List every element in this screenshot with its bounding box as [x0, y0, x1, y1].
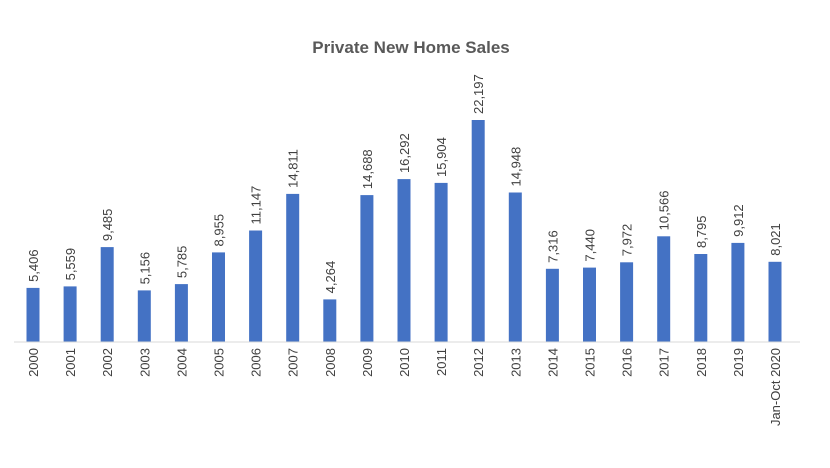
bar-2017	[657, 236, 671, 342]
data-label: 14,811	[286, 149, 301, 188]
data-label: 5,406	[26, 249, 41, 282]
bar-2018	[694, 254, 708, 342]
data-label: 4,264	[323, 261, 338, 294]
x-tick-label: 2011	[434, 348, 449, 376]
bar-2011	[434, 182, 448, 342]
bar-2007	[286, 193, 300, 342]
x-tick-label: 2019	[731, 348, 746, 377]
data-label: 14,688	[360, 149, 375, 189]
x-tick-label: 2007	[286, 348, 301, 377]
bars-group	[26, 120, 782, 342]
data-label: 9,485	[100, 209, 115, 242]
data-label: 10,566	[657, 191, 672, 231]
bar-2012	[471, 120, 485, 342]
bar-2014	[545, 268, 559, 342]
x-tick-label: 2010	[397, 348, 412, 377]
bar-2016	[620, 262, 634, 342]
bar-2000	[26, 287, 40, 342]
x-tick-label: 2006	[249, 348, 264, 377]
x-tick-label: 2003	[137, 348, 152, 377]
x-tick-label: 2015	[583, 348, 598, 377]
x-tick-label: 2005	[212, 348, 227, 377]
data-label: 14,948	[508, 147, 523, 187]
x-tick-label: Jan-Oct 2020	[768, 348, 783, 426]
bar-2004	[174, 284, 188, 342]
chart-title: Private New Home Sales	[312, 38, 509, 57]
bar-2001	[63, 286, 77, 342]
bar-2006	[249, 230, 263, 342]
data-label: 5,785	[174, 246, 189, 279]
bar-2008	[323, 299, 337, 342]
data-label: 16,292	[397, 133, 412, 173]
x-tick-label: 2018	[694, 348, 709, 377]
x-tick-label: 2014	[545, 348, 560, 377]
data-labels-group: 5,406 5,559 9,485 5,156 5,785 8,955 11,147 14,8…	[26, 74, 783, 293]
bar-2002	[100, 247, 114, 342]
data-label: 7,316	[545, 230, 560, 263]
x-tick-label: 2001	[63, 348, 78, 377]
bar-2015	[583, 267, 596, 342]
data-label: 7,440	[583, 229, 598, 262]
bar-2013	[508, 192, 522, 342]
data-label: 15,904	[434, 137, 449, 177]
data-label: 7,972	[620, 224, 635, 257]
x-tick-label: 2017	[657, 348, 672, 377]
x-tick-label: 2013	[508, 348, 523, 377]
bar-2003	[137, 290, 151, 342]
bar-2005	[212, 252, 225, 342]
bar-2010	[397, 179, 411, 342]
x-tick-label: 2009	[360, 348, 375, 377]
x-tick-labels-group: 2000 2001 2002 2003 2004 2005 2006 2007 2008 2009…	[26, 348, 783, 426]
data-label: 8,955	[212, 214, 227, 247]
x-tick-label: 2008	[323, 348, 338, 377]
bar-2009	[360, 195, 374, 342]
x-tick-label: 2004	[174, 348, 189, 377]
x-tick-label: 2002	[100, 348, 115, 377]
x-tick-label: 2000	[26, 348, 41, 377]
data-label: 5,559	[63, 248, 78, 281]
data-label: 22,197	[471, 74, 486, 114]
bar-jan-oct-2020	[768, 261, 782, 342]
data-label: 8,795	[694, 215, 709, 248]
data-label: 5,156	[137, 252, 152, 285]
x-tick-label: 2012	[471, 348, 486, 377]
data-label: 9,912	[731, 204, 746, 237]
data-label: 8,021	[768, 223, 783, 256]
data-label: 11,147	[249, 186, 264, 225]
bar-2019	[731, 242, 745, 342]
x-tick-label: 2016	[620, 348, 635, 377]
